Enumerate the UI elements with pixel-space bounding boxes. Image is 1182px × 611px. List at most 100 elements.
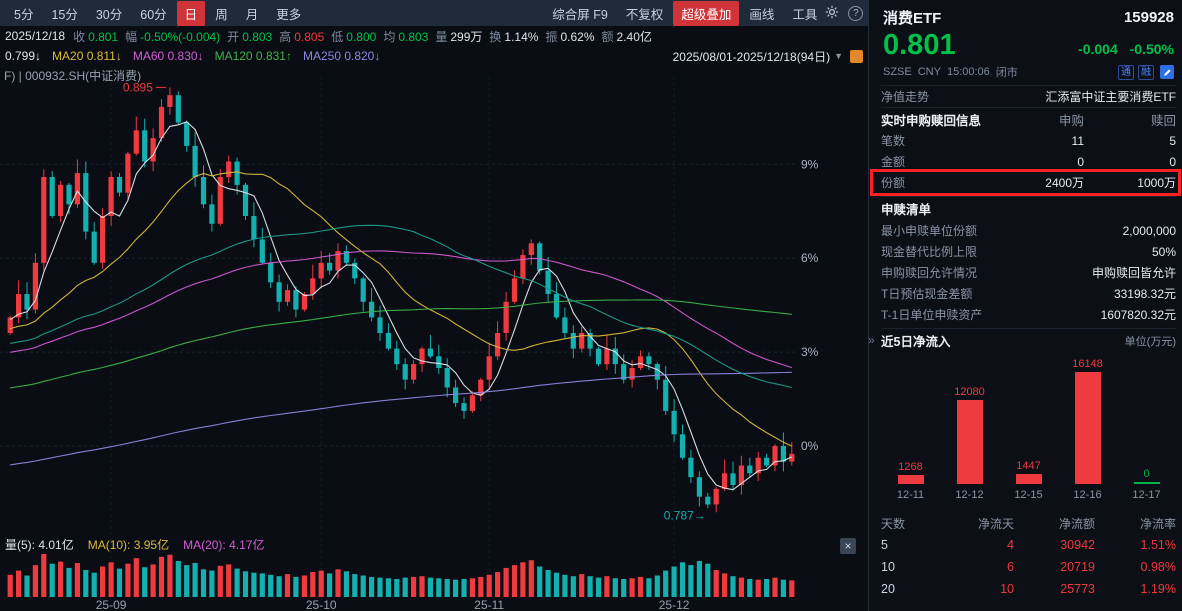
quote-item-label: 额 — [601, 29, 614, 44]
instrument-tags: 通融 — [1118, 64, 1154, 80]
tool-button-综合屏 F9[interactable]: 综合屏 F9 — [552, 7, 608, 22]
quote-item-label: 振 — [545, 29, 558, 44]
row-label: 金额 — [881, 155, 906, 169]
quote-item-value: -0.50%(-0.004) — [140, 29, 221, 44]
period-tab-30分[interactable]: 30分 — [95, 7, 123, 22]
flow-header-cell: 净流天 — [977, 516, 1014, 531]
fund-full-name: 汇添富中证主要消费ETF — [1045, 90, 1176, 104]
tool-button-工具[interactable]: 工具 — [792, 7, 818, 22]
netflow-date: 12-12 — [955, 489, 984, 501]
netflow-table: 天数 净流天 净流额 净流率 5 4 30942 1.51% 10 6 20719 0.98% 20 10… — [881, 512, 1176, 600]
tool-button-画线[interactable]: 画线 — [749, 7, 775, 22]
tool-button-超级叠加[interactable]: 超级叠加 — [673, 0, 740, 26]
flow-cell: 1.51% — [1140, 538, 1176, 552]
instrument-name: 消费ETF — [883, 10, 942, 27]
quote-bar: 2025/12/18 收 0.801 幅 -0.50%(-0.004) 开 0.803 高 0… — [0, 26, 868, 46]
quote-item-value: 0.800 — [346, 29, 377, 44]
tool-button-不复权[interactable]: 不复权 — [625, 7, 664, 22]
flow-cell: 10 — [1000, 582, 1014, 596]
row-label: 笔数 — [881, 134, 906, 148]
period-tab-5分[interactable]: 5分 — [14, 7, 34, 22]
period-tabs: 5分 15分 30分 60分日周 月 更多 — [6, 0, 309, 26]
list-row: T日预估现金差额 33198.32元 — [881, 283, 1176, 304]
edit-icon[interactable] — [1160, 65, 1174, 79]
bar — [1074, 372, 1101, 484]
list-row-label: T日预估现金差额 — [881, 287, 973, 301]
realtime-rows: 笔数 11 5 金额 0 0 份额 2400万 1000万 — [870, 130, 1181, 196]
ma-value-ma250: MA250 0.820↓ — [302, 49, 381, 63]
flow-cell: 0.98% — [1140, 560, 1176, 574]
lock-icon[interactable] — [850, 49, 863, 63]
ma-value-ma120: MA120 0.831↑ — [214, 49, 292, 63]
help-icon[interactable]: ? — [848, 5, 864, 21]
period-tab-15分[interactable]: 15分 — [51, 7, 78, 22]
volume-legend: 量(5): 4.01亿 MA(10): 3.95亿 MA(20): 4.17亿 — [5, 536, 264, 553]
exchange-label: SZSE — [883, 66, 912, 78]
flow-cell: 20719 — [1060, 560, 1095, 574]
list-row: 现金替代比例上限 50% — [881, 241, 1176, 262]
ma-value-ma60: MA60 0.830↓ — [132, 49, 204, 63]
list-row: T-1日单位申赎资产 1607820.32元 — [881, 304, 1176, 325]
subscribe-value: 0 — [1077, 154, 1084, 169]
ma-value-ma20: MA20 0.811↓ — [52, 49, 122, 63]
creation-list-title: 申赎清单 — [881, 196, 1176, 220]
instrument-code: 159928 — [1123, 9, 1174, 26]
overlay-index-label: F) | 000932.SH(中证消费) — [4, 69, 142, 83]
period-tab-更多[interactable]: 更多 — [276, 7, 302, 22]
last-price: 0.801 — [883, 29, 956, 61]
netflow-date: 12-17 — [1132, 489, 1161, 501]
date-range-selector[interactable]: 2025/08/01-2025/12/18(94日) ▼ — [673, 48, 843, 65]
quote-item-value: 2.40亿 — [616, 29, 652, 44]
quote-item-value: 1.14% — [504, 29, 539, 44]
list-row: 申购赎回允许情况 申购赎回皆允许 — [881, 262, 1176, 283]
flow-cell: 10 — [881, 560, 895, 574]
quote-item-value: 0.803 — [398, 29, 429, 44]
flow-cell: 1.19% — [1140, 582, 1176, 596]
svg-text:25-11: 25-11 — [474, 598, 504, 611]
period-tab-60分[interactable]: 60分 — [140, 7, 167, 22]
close-icon[interactable]: × — [840, 538, 856, 554]
col-redeem: 赎回 — [1150, 113, 1176, 128]
kline-chart[interactable]: F) | 000932.SH(中证消费) 9% 6% 3% 0% 25-09 25-10 2… — [0, 66, 868, 611]
kline-svg[interactable]: 9% 6% 3% 0% 25-09 25-10 25-11 25-12 0.895 0.787→ — [0, 66, 868, 611]
row-label: 份额 — [881, 176, 906, 190]
netflow-title: 近5日净流入 — [881, 335, 951, 349]
list-row-value: 2,000,000 — [1122, 223, 1176, 238]
quote-item-label: 幅 — [125, 29, 138, 44]
quote-values: 收 0.801 幅 -0.50%(-0.004) 开 0.803 高 0.805 低 0.800 均… — [73, 28, 659, 45]
period-tab-周[interactable]: 周 — [215, 7, 228, 22]
quote-item-label: 换 — [489, 29, 502, 44]
quote-side-panel: 消费ETF 159928 0.801 -0.004 -0.50% SZSE CN… — [868, 0, 1182, 611]
netflow-date: 12-11 — [896, 489, 925, 501]
ma-values: 0.799↓ MA20 0.811↓ MA60 0.830↓ MA120 0.831↑… — [5, 49, 391, 63]
quote-item-value: 0.62% — [560, 29, 595, 44]
netflow-bar-12-12: 12080 12-12 — [940, 386, 999, 504]
period-tab-日[interactable]: 日 — [176, 0, 206, 26]
bar — [897, 475, 924, 484]
netflow-value: 12080 — [954, 386, 985, 399]
subscribe-value: 11 — [1071, 133, 1084, 148]
svg-text:25-12: 25-12 — [659, 598, 690, 611]
period-tab-月[interactable]: 月 — [245, 7, 259, 22]
flow-cell: 25773 — [1060, 582, 1095, 596]
settings-gear-icon[interactable] — [825, 5, 839, 22]
flow-cell: 30942 — [1060, 538, 1095, 552]
nav-trend-row[interactable]: 净值走势 汇添富中证主要消费ETF — [881, 86, 1176, 108]
col-subscribe: 申购 — [1058, 113, 1084, 128]
list-row: 最小申赎单位份额 2,000,000 — [881, 220, 1176, 241]
quote-item-label: 高 — [279, 29, 292, 44]
panel-collapse-icon[interactable]: » — [868, 333, 875, 347]
subscribe-value: 2400万 — [1045, 176, 1084, 190]
svg-text:0.787→: 0.787→ — [664, 508, 706, 522]
quote-item-开: 开 0.803 — [227, 30, 272, 44]
tag-通: 通 — [1118, 64, 1134, 80]
quote-item-value: 0.801 — [88, 29, 119, 44]
quote-item-value: 0.805 — [294, 29, 325, 44]
netflow-bar-12-16: 16148 12-16 — [1058, 358, 1117, 504]
netflow-value: 1268 — [898, 461, 923, 474]
nav-label: 净值走势 — [881, 90, 930, 104]
flow-header-cell: 净流额 — [1058, 516, 1095, 531]
netflow-value: 0 — [1143, 468, 1150, 480]
